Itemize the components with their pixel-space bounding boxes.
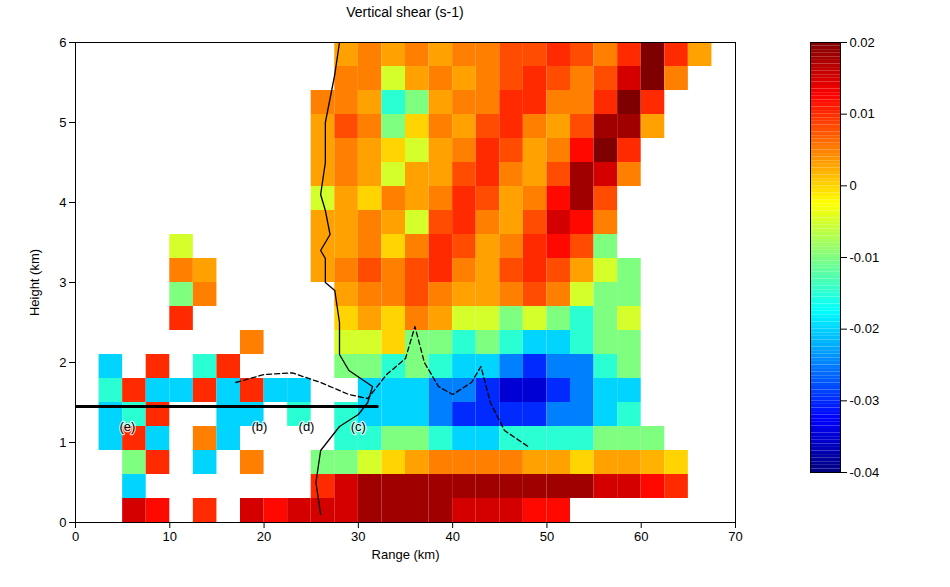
svg-text:0.02: 0.02 (850, 35, 875, 50)
svg-text:10: 10 (163, 529, 177, 544)
html-text:Vertical shear (s-1): Vertical shear (s-1) (346, 4, 464, 20)
svg-text:(e): (e) (119, 419, 135, 434)
svg-text:(b): (b) (251, 419, 267, 434)
svg-text:30: 30 (351, 529, 365, 544)
svg-text:0: 0 (72, 529, 79, 544)
svg-text:0: 0 (59, 515, 66, 530)
svg-text:-0.04: -0.04 (850, 465, 880, 480)
svg-text:0.01: 0.01 (850, 106, 875, 121)
svg-text:6: 6 (59, 35, 66, 50)
svg-text:70: 70 (728, 529, 742, 544)
svg-text:5: 5 (59, 115, 66, 130)
svg-text:3: 3 (59, 275, 66, 290)
svg-text:Range (km): Range (km) (372, 547, 440, 562)
svg-text:(c): (c) (351, 419, 366, 434)
svg-text:2: 2 (59, 355, 66, 370)
svg-text:20: 20 (257, 529, 271, 544)
svg-text:4: 4 (59, 195, 66, 210)
svg-text:0: 0 (850, 178, 857, 193)
svg-text:40: 40 (445, 529, 459, 544)
svg-text:Height (km): Height (km) (27, 249, 42, 316)
svg-text:60: 60 (634, 529, 648, 544)
svg-text:-0.03: -0.03 (850, 393, 880, 408)
svg-text:50: 50 (540, 529, 554, 544)
svg-text:1: 1 (59, 435, 66, 450)
svg-text:-0.02: -0.02 (850, 321, 880, 336)
svg-text:-0.01: -0.01 (850, 250, 880, 265)
svg-text:(d): (d) (299, 419, 315, 434)
